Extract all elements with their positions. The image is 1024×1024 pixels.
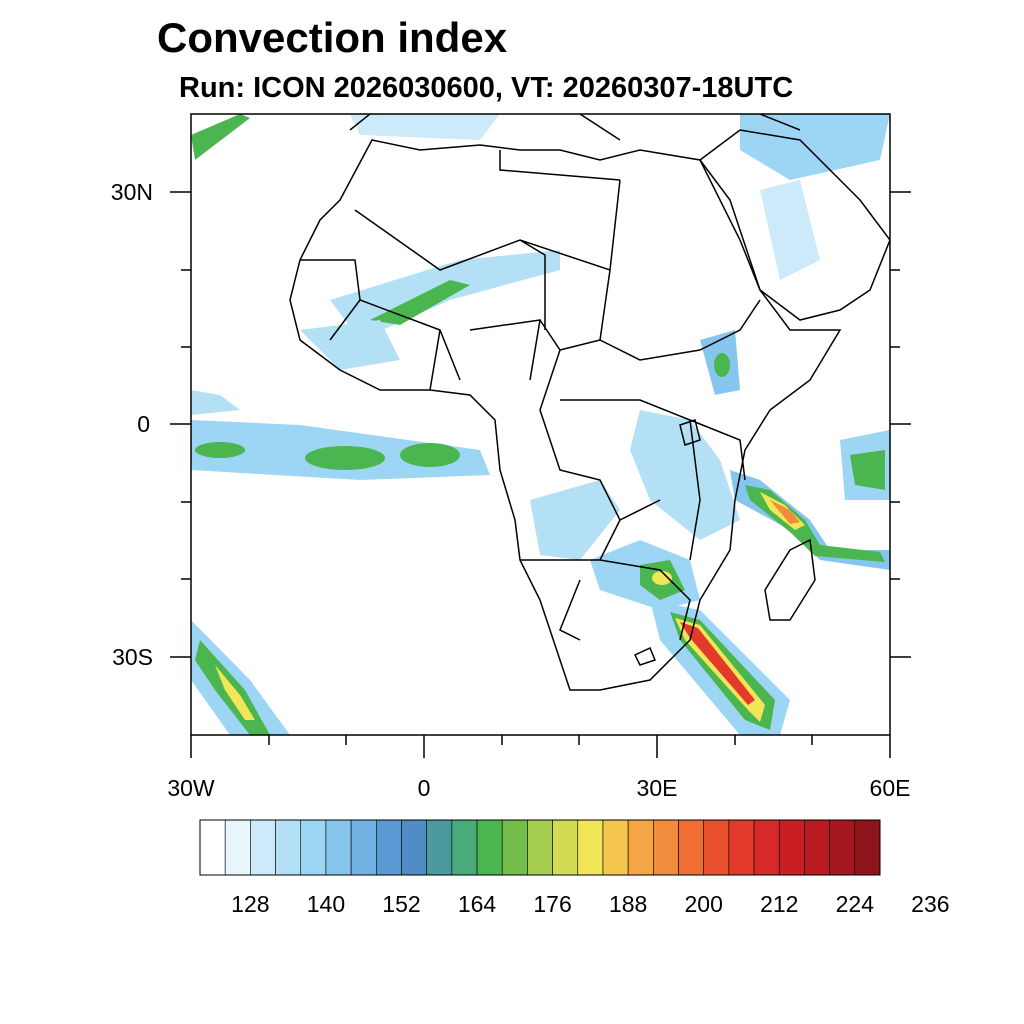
map-title: Convection index [157, 14, 508, 61]
field-indian-ocean-green [850, 450, 885, 490]
lat-label-0: 0 [137, 411, 150, 437]
colorbar-swatch [426, 819, 453, 876]
colorbar-swatch [602, 819, 629, 876]
colorbar-frame [199, 819, 881, 876]
colorbar-label: 140 [307, 891, 345, 917]
colorbar-swatch [451, 819, 478, 876]
colorbar-swatch [300, 819, 327, 876]
convection-field [191, 114, 890, 735]
colorbar: 128 140 152 164 176 188 200 212 224 236 [199, 819, 950, 917]
lon-label-60e: 60E [870, 775, 911, 801]
map-subtitle: Run: ICON 2026030600, VT: 20260307-18UTC [179, 72, 794, 104]
field-sw-coast-red [680, 622, 755, 705]
colorbar-swatch [275, 819, 302, 876]
colorbar-label: 212 [760, 891, 798, 917]
colorbar-swatch [804, 819, 830, 876]
arabia-coastline [699, 129, 890, 321]
lon-label-30w: 30W [167, 775, 215, 801]
colorbar-label: 200 [685, 891, 723, 917]
colorbar-swatch [476, 819, 503, 876]
lat-label-30n: 30N [111, 179, 153, 205]
colorbar-swatch [527, 819, 553, 876]
colorbar-swatch [250, 819, 276, 876]
field-atlantic-west [191, 390, 240, 415]
colorbar-swatch [653, 819, 679, 876]
africa-coastline [289, 139, 842, 691]
field-atlantic-green-3 [195, 442, 245, 458]
colorbar-label: 164 [458, 891, 497, 917]
lake-victoria [679, 419, 701, 446]
colorbar-swatch [199, 819, 226, 876]
colorbar-label: 176 [533, 891, 571, 917]
field-atlantic-green-2 [400, 443, 460, 467]
field-med [350, 114, 500, 140]
colorbar-label: 128 [231, 891, 269, 917]
lon-label-0: 0 [418, 775, 431, 801]
colorbar-label: 188 [609, 891, 647, 917]
field-nw-corner [191, 114, 250, 160]
colorbar-swatch [728, 819, 755, 876]
colorbar-swatch [375, 819, 402, 876]
field-angola [530, 480, 620, 560]
europe-coastline [349, 114, 801, 141]
colorbar-swatch [778, 819, 805, 876]
field-arabia-north [740, 114, 890, 180]
field-tanzania-orange [770, 500, 800, 524]
madagascar-coastline [764, 538, 816, 621]
field-sahel-west [300, 320, 400, 370]
lat-label-30s: 30S [112, 644, 153, 670]
colorbar-label: 236 [911, 891, 949, 917]
colorbar-swatch [224, 819, 251, 876]
coastlines [289, 114, 890, 691]
colorbar-swatch [627, 819, 654, 876]
colorbar-swatch [552, 819, 579, 876]
colorbar-swatch [678, 819, 705, 876]
lesotho [633, 646, 657, 666]
field-sw-atlantic-yellow [215, 665, 255, 720]
field-arabia-interior [760, 180, 820, 280]
field-central-light [630, 410, 740, 540]
colorbar-swatch [501, 819, 528, 876]
field-ethiopia-green [714, 353, 730, 377]
tick-marks [170, 191, 911, 758]
borders [300, 150, 761, 641]
colorbar-label: 224 [836, 891, 875, 917]
colorbar-swatch [325, 819, 352, 876]
lon-label-30e: 30E [637, 775, 678, 801]
colorbar-swatch [854, 819, 881, 876]
colorbar-swatch [350, 819, 377, 876]
colorbar-label: 152 [382, 891, 420, 917]
colorbar-swatch [753, 819, 780, 876]
field-sw-atlantic-light [191, 620, 290, 735]
colorbar-swatch [829, 819, 856, 876]
colorbar-swatch [401, 819, 427, 876]
field-atlantic-green-1 [305, 446, 385, 470]
field-zambia-yellow [652, 571, 672, 585]
colorbar-swatch [703, 819, 730, 876]
colorbar-swatch [577, 819, 604, 876]
